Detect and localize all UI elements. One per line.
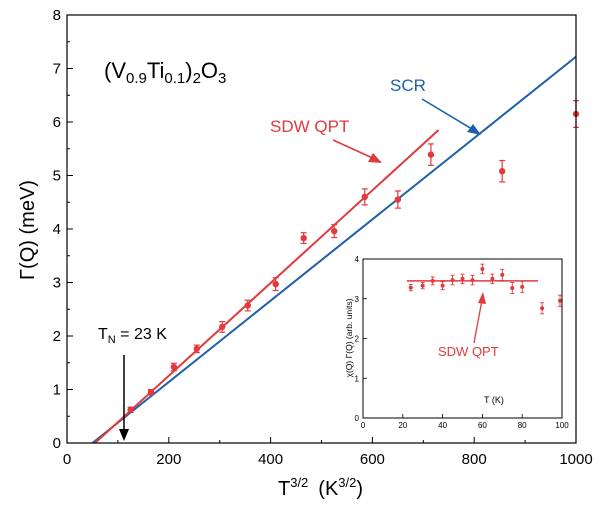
inset-data-point [440, 283, 445, 288]
data-point [427, 151, 435, 158]
sdw-label: SDW QPT [270, 117, 349, 136]
inset-x-tick-label: 40 [438, 421, 447, 430]
inset-data-point [520, 284, 525, 289]
x-tick-label: 200 [156, 451, 181, 468]
data-point [219, 323, 226, 331]
inset-sdw-arrow-head [478, 292, 486, 304]
y-tick-label: 4 [53, 221, 61, 238]
inset-data-point [420, 283, 425, 288]
inset-data-point [480, 266, 485, 271]
data-point [300, 234, 307, 242]
chart-title: (V0.9Ti0.1)2O3 [104, 58, 226, 87]
x-tick-label: 600 [360, 451, 385, 468]
inset-data-point [470, 278, 475, 283]
inset-data-point [450, 278, 455, 283]
inset-y-tick-label: 3 [355, 295, 360, 304]
tn-arrow-head [119, 429, 129, 441]
y-tick-label: 6 [53, 114, 61, 131]
sdw-arrow [332, 139, 378, 161]
y-tick-label: 3 [53, 275, 61, 292]
x-axis-label: T3/2 (K3/2) [278, 475, 363, 500]
data-point [127, 406, 134, 414]
x-tick-label: 0 [63, 451, 71, 468]
inset-chart: 0 20 40 60 80 100 0 1 2 3 4 χ(Q) Γ(Q) (arb. units)… [338, 254, 569, 430]
inset-data-point [510, 286, 515, 291]
x-tick-label: 1000 [559, 451, 592, 468]
data-point [147, 388, 155, 396]
sdw-arrow-head [368, 153, 382, 163]
inset-data-point [460, 276, 465, 281]
inset-data-point [540, 306, 545, 311]
inset-sdw-arrow [473, 299, 483, 344]
inset-data-point [558, 298, 563, 303]
y-tick-label: 7 [53, 61, 61, 78]
data-point [498, 168, 506, 175]
inset-y-tick-label: 2 [355, 335, 360, 344]
scr-label: SCR [390, 76, 426, 95]
inset-x-tick-label: 80 [518, 421, 527, 430]
scr-arrow [421, 98, 478, 133]
y-tick-label: 8 [53, 7, 61, 24]
data-point [394, 196, 402, 203]
inset-y-tick-label: 0 [355, 414, 360, 423]
inset-x-tick-label: 20 [398, 421, 407, 430]
scr-fit-line [91, 55, 577, 444]
data-point [361, 193, 368, 201]
inset-x-tick-label: 0 [361, 421, 366, 430]
inset-x-tick-label: 60 [478, 421, 487, 430]
y-tick-label: 0 [53, 435, 61, 452]
inset-data-point [430, 278, 435, 283]
x-tick-label: 400 [258, 451, 283, 468]
inset-data-point [500, 272, 505, 277]
scr-arrow-head [467, 124, 481, 135]
inset-data-point [408, 285, 413, 290]
tn-label: TN = 23 K [98, 326, 167, 346]
data-point [331, 227, 338, 235]
data-point [244, 302, 251, 309]
inset-y-tick-label: 4 [355, 255, 360, 264]
y-tick-label: 5 [53, 168, 61, 185]
inset-data-point [490, 276, 495, 281]
data-point [193, 345, 200, 353]
y-tick-label: 2 [53, 328, 61, 345]
inset-background [338, 254, 568, 430]
data-point [170, 363, 178, 371]
y-tick-label: 1 [53, 382, 61, 399]
inset-x-tick-label: 100 [555, 421, 569, 430]
data-point [272, 280, 279, 288]
inset-sdw-label: SDW QPT [438, 344, 499, 359]
inset-x-label: T (K) [484, 395, 504, 405]
x-tick-label: 800 [462, 451, 487, 468]
y-axis-label: Γ(Q) (meV) [17, 180, 39, 280]
inset-y-label: χ(Q) Γ(Q) (arb. units) [344, 298, 354, 377]
inset-y-tick-label: 1 [355, 374, 360, 383]
